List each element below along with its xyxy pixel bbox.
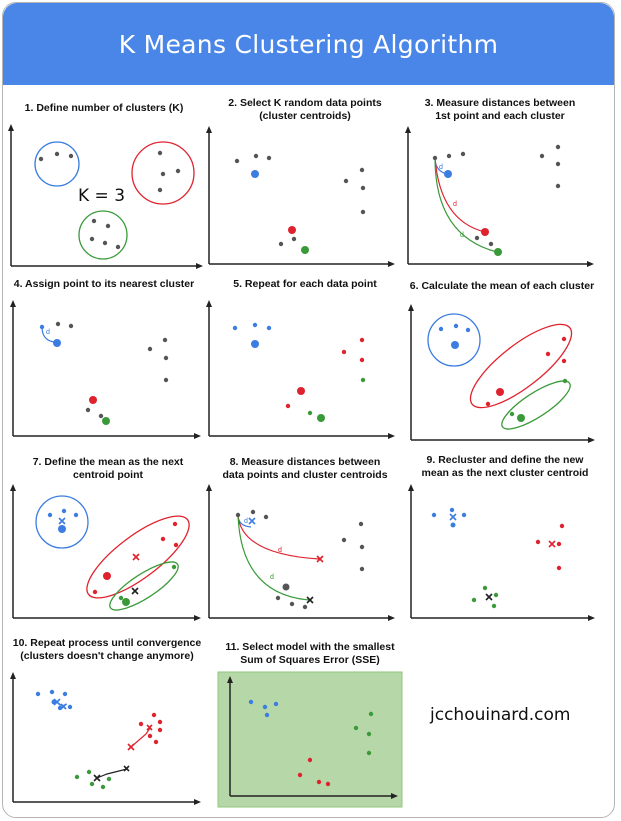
distance-line-green bbox=[434, 157, 498, 253]
step-4-title: 4. Assign point to its nearest cluster bbox=[13, 278, 195, 290]
centroids bbox=[248, 517, 324, 604]
cluster-circle-green bbox=[78, 210, 128, 260]
centroid-green bbox=[494, 248, 502, 256]
distance-label: d bbox=[46, 329, 50, 336]
data-points bbox=[55, 321, 169, 419]
distance-label-green: d bbox=[460, 232, 464, 239]
step-11-plot bbox=[217, 671, 403, 808]
green-points bbox=[74, 769, 112, 790]
axes bbox=[408, 484, 595, 621]
centroid-red bbox=[288, 226, 296, 234]
assigned-point bbox=[39, 324, 45, 330]
step-6-plot bbox=[408, 304, 595, 443]
new-centroids bbox=[449, 513, 556, 601]
blue-points bbox=[248, 699, 279, 718]
distance-line-red bbox=[237, 514, 320, 560]
cluster-circle-blue bbox=[34, 141, 80, 187]
red-points bbox=[138, 712, 163, 745]
centroid-paths bbox=[56, 701, 151, 779]
step-5-title: 5. Repeat for each data point bbox=[233, 278, 377, 290]
red-points bbox=[92, 521, 179, 595]
axes bbox=[8, 124, 203, 269]
step-10-plot bbox=[10, 672, 201, 805]
cluster-circle-blue bbox=[427, 313, 481, 367]
distance-label-red: d bbox=[278, 547, 282, 554]
centroid-blue bbox=[53, 339, 61, 347]
axes bbox=[405, 126, 594, 267]
centroid-red bbox=[297, 387, 305, 395]
title-banner: K Means Clustering Algorithm bbox=[3, 3, 614, 85]
red-points bbox=[485, 336, 567, 407]
cluster-circle-red bbox=[131, 141, 195, 205]
step-9-title: 9. Recluster and define the new mean as … bbox=[421, 454, 589, 479]
green-points bbox=[509, 378, 568, 422]
blue-points bbox=[438, 323, 471, 349]
distance-label-blue: d bbox=[439, 164, 443, 171]
step-11-title: 11. Select model with the smallest Sum o… bbox=[225, 641, 395, 666]
cluster-ellipse-green bbox=[501, 380, 571, 430]
cluster-ellipse-red bbox=[86, 515, 190, 599]
distance-line-green bbox=[237, 514, 310, 601]
blue-points bbox=[47, 508, 79, 533]
data-points bbox=[234, 153, 366, 247]
step-1-plot: K = 3 bbox=[8, 124, 203, 269]
red-points bbox=[297, 757, 331, 787]
step-2-plot bbox=[206, 126, 395, 267]
axes bbox=[10, 672, 201, 805]
axes bbox=[206, 300, 395, 439]
blue-points bbox=[431, 507, 467, 528]
site-credit: jcchouinard.com bbox=[430, 705, 571, 725]
step-1-title: 1. Define number of clusters (K) bbox=[24, 102, 184, 114]
axes bbox=[10, 484, 201, 621]
step-6-title: 6. Calculate the mean of each cluster bbox=[409, 280, 595, 292]
step-7-title: 7. Define the mean as the next centroid … bbox=[32, 456, 184, 481]
data-points bbox=[235, 509, 365, 610]
centroid-red bbox=[481, 228, 489, 236]
red-points bbox=[285, 337, 365, 409]
page-title: K Means Clustering Algorithm bbox=[118, 29, 499, 59]
centroid-blue bbox=[251, 340, 259, 348]
step-8-title: 8. Measure distances between data points… bbox=[222, 456, 388, 481]
green-points bbox=[307, 377, 366, 416]
red-points bbox=[535, 523, 565, 571]
centroid-green bbox=[102, 417, 110, 425]
distance-line-red bbox=[434, 157, 486, 233]
cluster-ellipse-red bbox=[469, 323, 573, 409]
distance-label-blue: d bbox=[244, 518, 248, 525]
green-points bbox=[471, 585, 499, 609]
k-label: K = 3 bbox=[78, 186, 125, 206]
axes bbox=[408, 304, 595, 443]
step-2-title: 2. Select K random data points (cluster … bbox=[228, 97, 382, 122]
distance-label-green: d bbox=[270, 574, 274, 581]
step-3-plot: d d d bbox=[405, 126, 594, 267]
centroid-blue bbox=[444, 170, 452, 178]
axes bbox=[206, 126, 395, 267]
green-points bbox=[118, 564, 177, 606]
step-4-plot: d bbox=[10, 300, 201, 439]
selected-highlight bbox=[217, 671, 403, 808]
step-9-plot bbox=[408, 484, 595, 621]
green-points bbox=[353, 711, 374, 756]
cluster-circle-blue bbox=[35, 495, 89, 549]
final-centroids bbox=[53, 698, 153, 782]
centroid-green bbox=[301, 246, 309, 254]
step-5-plot bbox=[206, 300, 395, 439]
centroid-green bbox=[317, 414, 325, 422]
data-points bbox=[432, 144, 561, 247]
cluster-ellipse-green bbox=[109, 561, 179, 611]
step-10-title: 10. Repeat process until convergence (cl… bbox=[12, 637, 202, 662]
axes bbox=[206, 484, 395, 621]
step-8-plot: d d d bbox=[206, 484, 395, 621]
step-7-plot bbox=[10, 484, 201, 621]
axes bbox=[227, 676, 398, 799]
data-points bbox=[38, 150, 181, 250]
centroid-blue bbox=[251, 170, 259, 178]
axes bbox=[10, 300, 201, 439]
distance-label-red: d bbox=[453, 201, 457, 208]
blue-points bbox=[232, 322, 272, 331]
centroid-red bbox=[89, 396, 97, 404]
new-centroids bbox=[58, 517, 140, 595]
step-3-title: 3. Measure distances between 1st point a… bbox=[424, 97, 576, 122]
